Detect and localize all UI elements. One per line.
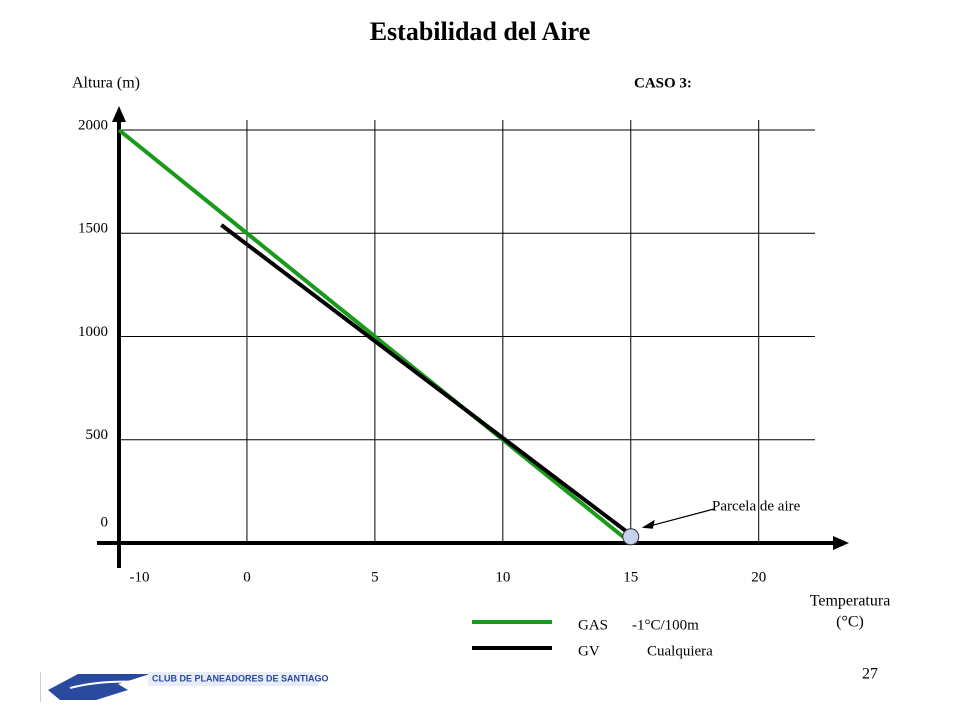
x-tick-label: 5: [371, 569, 379, 585]
series-line: [117, 128, 633, 545]
logo-bar: [40, 672, 41, 702]
y-axis-arrow: [112, 106, 126, 122]
legend-description: Cualquiera: [647, 643, 713, 659]
y-tick-label: 1000: [78, 324, 108, 340]
x-axis-label: Temperatura: [810, 593, 891, 610]
x-tick-label: 10: [495, 569, 510, 585]
y-tick-label: 1500: [78, 221, 108, 237]
logo-band: [148, 672, 318, 686]
y-tick-label: 500: [86, 427, 109, 443]
annotation-arrowhead: [641, 519, 655, 529]
x-tick-label: -10: [129, 569, 149, 585]
y-tick-label: 0: [101, 514, 109, 530]
chart-title: Estabilidad del Aire: [370, 17, 591, 46]
annotation-arrow: [646, 508, 715, 528]
legend-label: GAS: [578, 617, 608, 633]
x-tick-label: 15: [623, 569, 638, 585]
x-tick-label: 20: [751, 569, 766, 585]
logo-shape: [48, 674, 150, 700]
x-tick-label: 0: [243, 569, 251, 585]
y-axis-label: Altura (m): [72, 75, 140, 92]
y-tick-label: 2000: [78, 117, 108, 133]
case-label: CASO 3:: [634, 75, 692, 91]
legend-label: GV: [578, 643, 600, 659]
series-line: [220, 223, 632, 537]
logo: CLUB DE PLANEADORES DE SANTIAGO: [40, 672, 329, 702]
annotation-label: Parcela de aire: [712, 498, 801, 514]
parcel-point: [622, 528, 640, 546]
legend-description: -1°C/100m: [632, 617, 699, 633]
x-axis-arrow: [833, 536, 849, 550]
x-axis-label: (°C): [836, 614, 864, 631]
logo-text: CLUB DE PLANEADORES DE SANTIAGO: [152, 673, 329, 683]
logo-wing: [69, 680, 141, 689]
page-number: 27: [862, 666, 878, 683]
